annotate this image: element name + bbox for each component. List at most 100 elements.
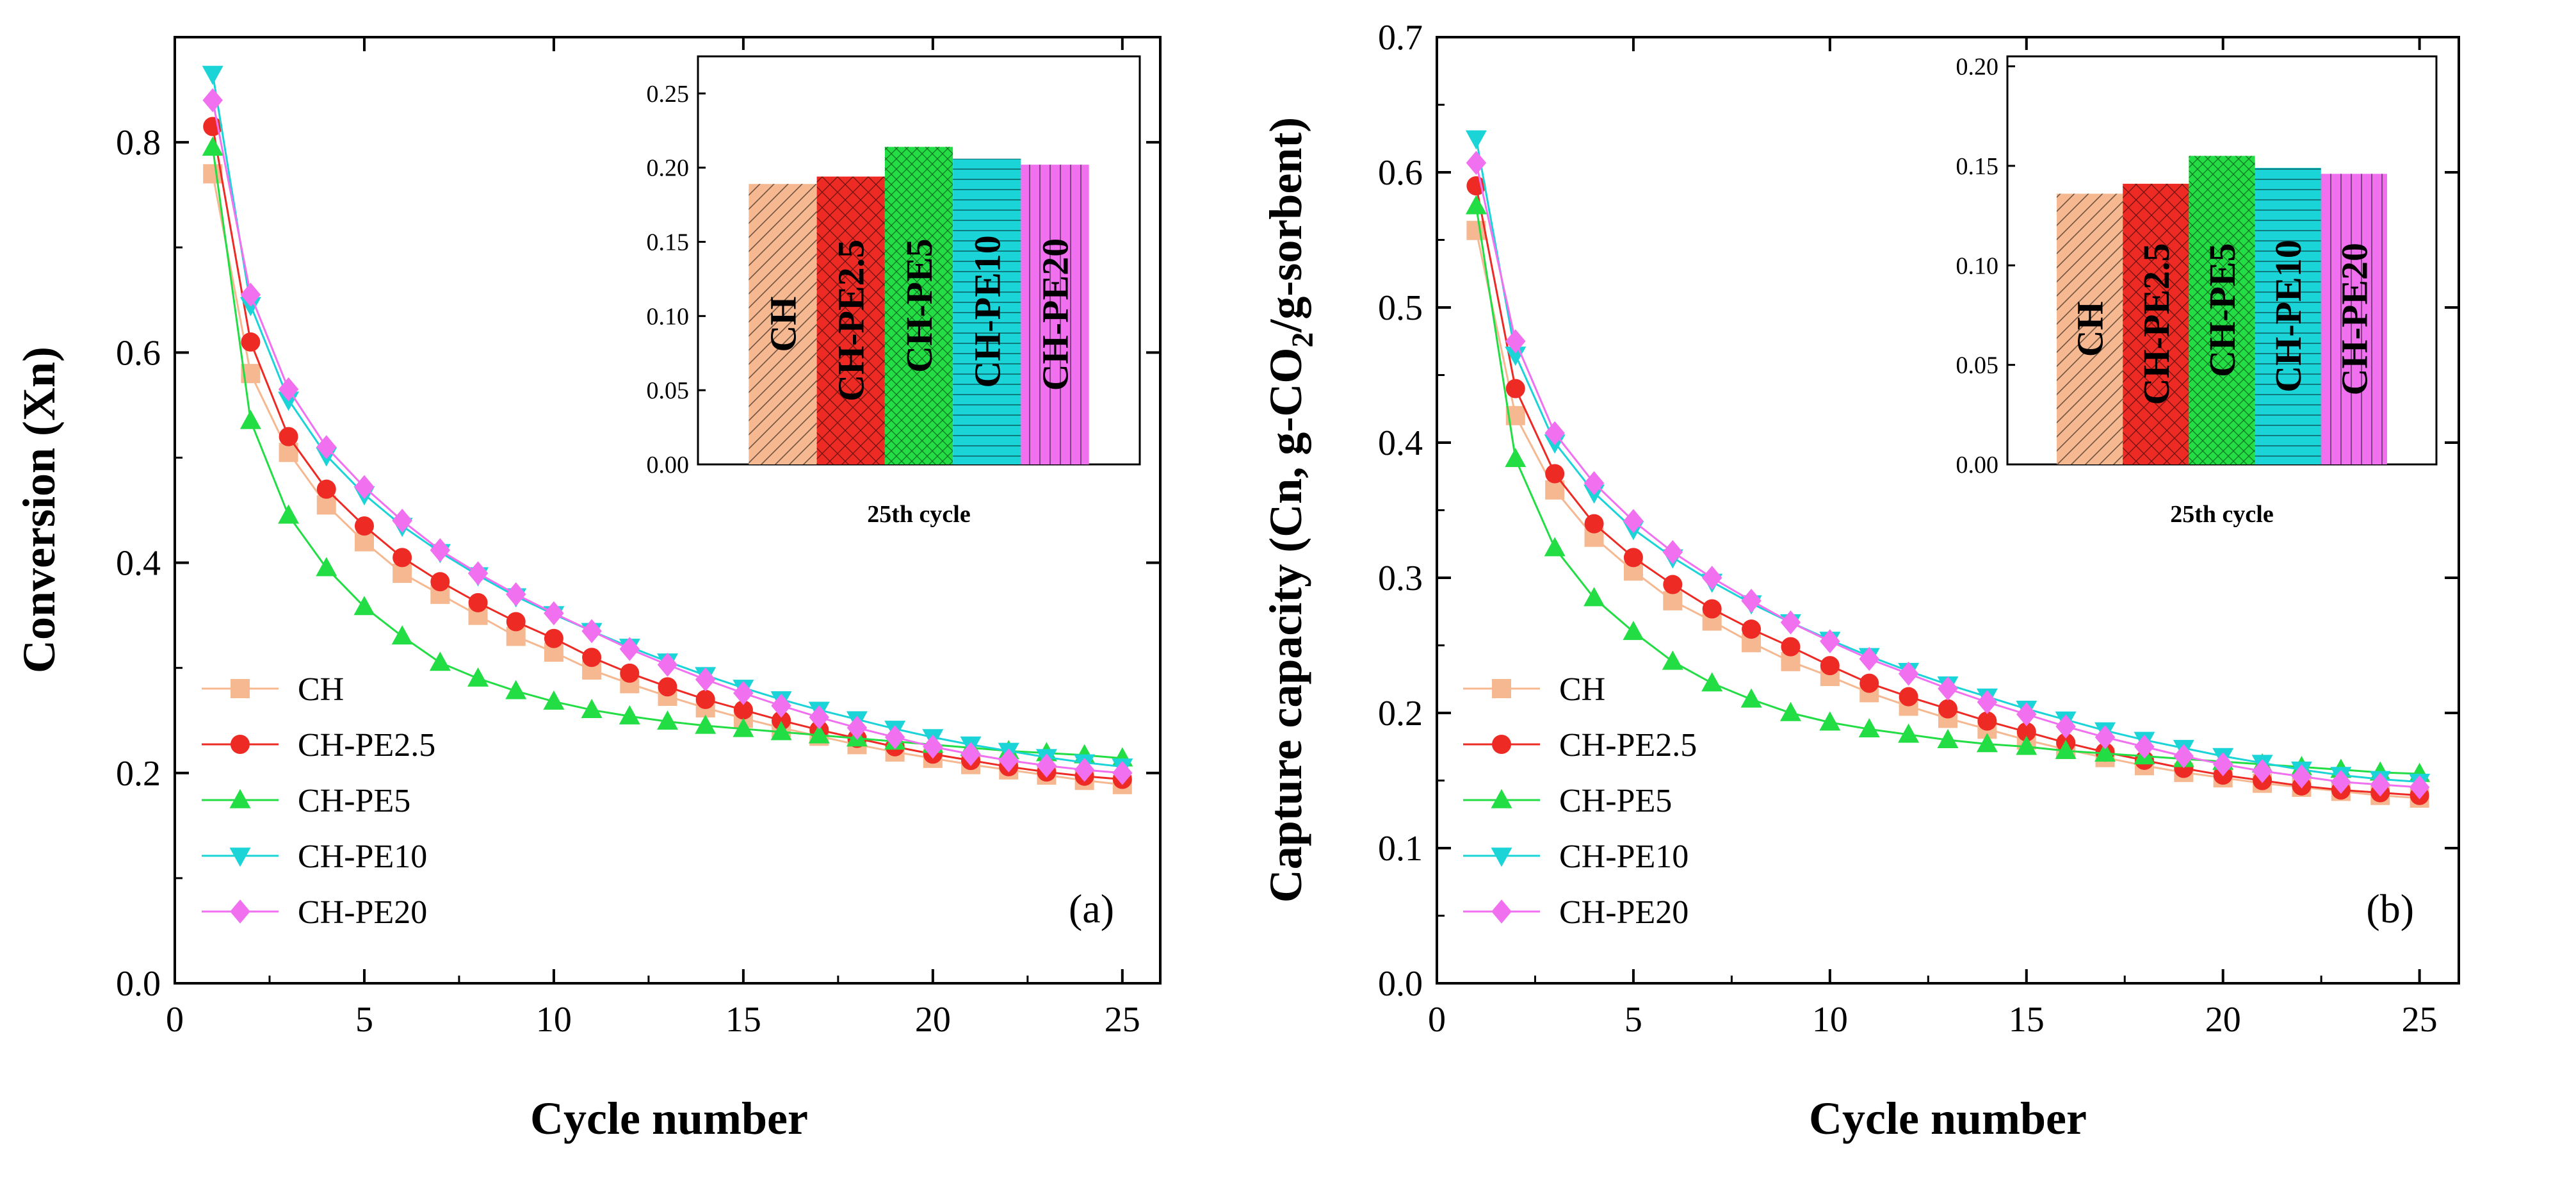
inset-bar-label: CH [762, 297, 804, 352]
data-point [1938, 676, 1958, 701]
legend-marker [231, 679, 250, 698]
data-point [884, 725, 905, 749]
data-point [202, 136, 223, 156]
x-tick-label: 25 [1105, 1000, 1140, 1040]
legend-label: CH-PE20 [1559, 894, 1689, 931]
data-point [393, 548, 412, 568]
data-point [1977, 711, 1997, 731]
data-point [1584, 471, 1605, 496]
inset-bar-pattern [1021, 165, 1089, 464]
data-point [1976, 733, 1998, 753]
data-point [960, 742, 981, 766]
data-point [1466, 220, 1486, 240]
inset-bar-CH-PE2.5: CH-PE2.5 [816, 176, 885, 464]
legend-label: CH-PE2.5 [298, 727, 435, 764]
data-point [2331, 769, 2351, 794]
inset-y-tick-label: 0.05 [647, 377, 690, 404]
data-point [354, 475, 375, 500]
panel-label: (b) [2366, 886, 2414, 931]
data-point [620, 663, 640, 683]
data-point [1544, 537, 1566, 557]
data-point [1505, 448, 1527, 468]
inset-y-tick-label: 0.00 [1956, 452, 1999, 479]
inset-y-tick-label: 0.00 [647, 452, 690, 479]
data-point [2055, 714, 2076, 739]
data-point [1898, 662, 1919, 686]
y-tick-label: 0.5 [1378, 288, 1423, 328]
inset-bar-chart: 0.00 0.05 0.10 0.15 0.20 CH CH-PE2.5 CH-PE5 CH-P… [1956, 50, 2443, 535]
data-point [771, 693, 791, 718]
data-point [392, 509, 412, 533]
data-point [505, 582, 526, 607]
y-tick-label: 0.2 [1378, 694, 1423, 733]
y-tick-label: 0.2 [116, 754, 161, 794]
data-point [1781, 637, 1801, 657]
data-point [1779, 701, 1801, 721]
data-point [1898, 723, 1920, 743]
y-tick-label: 0.0 [116, 964, 161, 1004]
data-point [1465, 195, 1487, 215]
legend-marker [1492, 679, 1511, 698]
inset-bar-label: CH-PE10 [966, 235, 1008, 388]
inset-bar-CH-PE10: CH-PE10 [2255, 168, 2321, 464]
x-axis-title: Cycle number [530, 1093, 808, 1144]
data-point [695, 689, 715, 709]
legend-marker [1492, 735, 1511, 754]
data-point [1545, 480, 1565, 500]
data-point [998, 748, 1019, 773]
y-tick-label: 0.8 [116, 123, 161, 163]
data-point [1701, 672, 1723, 692]
data-point [772, 710, 791, 730]
inset-bar-pattern [884, 147, 953, 464]
data-point [429, 651, 451, 671]
legend: CH CH-PE2.5 CH-PE5 CH-PE10 CH-PE20 [1463, 671, 1697, 931]
data-point [279, 427, 298, 446]
data-point [202, 88, 223, 113]
data-point [1584, 587, 1605, 607]
data-point [1859, 646, 1879, 671]
data-point [658, 677, 677, 697]
inset-bar-pattern [953, 158, 1021, 464]
data-point [809, 705, 830, 730]
data-point [1465, 130, 1487, 150]
y-tick-label: 0.4 [1378, 423, 1423, 463]
data-point [733, 700, 753, 720]
data-point [353, 596, 375, 616]
legend-label: CH [298, 671, 344, 708]
legend-label: CH-PE20 [298, 894, 427, 931]
y-axis-title-part: /g-sorbent) [1260, 117, 1311, 333]
data-point [278, 377, 299, 402]
x-tick-label: 15 [2009, 1000, 2045, 1040]
data-point [1623, 509, 1644, 534]
data-point [1820, 656, 1840, 676]
data-point [1937, 728, 1959, 748]
inset-bar-label: CH-PE20 [2333, 243, 2375, 395]
data-point [2094, 725, 2116, 749]
data-point [2016, 735, 2037, 755]
inset-bar-pattern [2057, 193, 2123, 464]
data-point [241, 332, 261, 352]
data-point [657, 710, 678, 730]
data-point [2016, 702, 2037, 726]
data-point [1545, 464, 1565, 484]
inset-bar-CH-PE5: CH-PE5 [2189, 156, 2255, 465]
data-point [1036, 753, 1057, 778]
data-point [1662, 650, 1683, 670]
inset-bar-pattern [2123, 183, 2189, 464]
data-point [354, 516, 374, 536]
data-point [923, 735, 943, 759]
data-point [581, 619, 602, 643]
data-point [1859, 673, 1879, 693]
data-point [770, 721, 792, 740]
data-point [2409, 775, 2430, 799]
legend-label: CH-PE5 [1559, 783, 1672, 819]
legend-marker [1491, 899, 1512, 924]
data-point [1899, 687, 1918, 707]
inset-bar-chart: 0.00 0.05 0.10 0.15 0.20 0.25 CH CH-PE2.5 CH-PE5… [647, 50, 1146, 535]
data-point [1702, 599, 1722, 619]
inset-bar-pattern [816, 176, 885, 464]
data-point [391, 625, 413, 645]
data-point [1662, 540, 1683, 564]
legend-marker [231, 735, 250, 754]
